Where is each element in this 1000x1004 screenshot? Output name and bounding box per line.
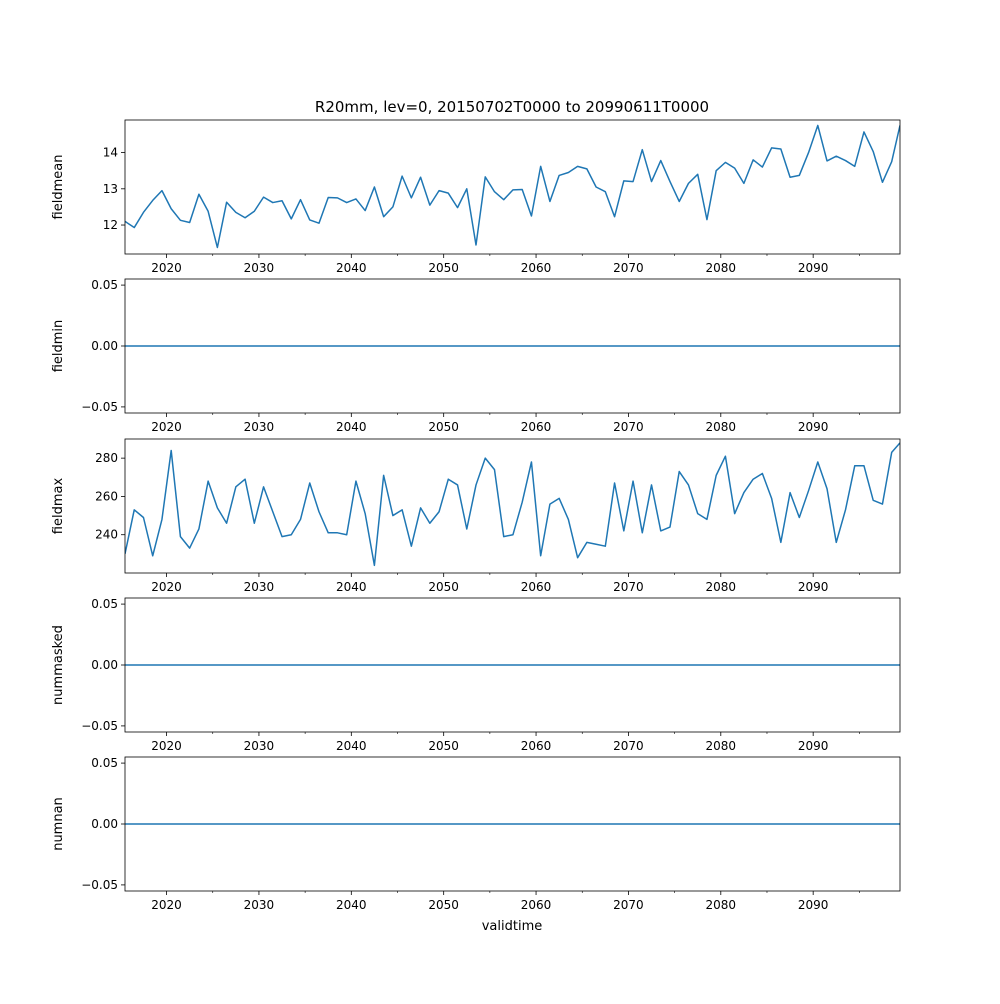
x-tick-label: 2030 [244, 580, 275, 594]
y-tick-label: 14 [103, 146, 118, 160]
x-tick-label: 2060 [521, 739, 552, 753]
x-tick-label: 2040 [336, 580, 367, 594]
x-tick-label: 2070 [613, 580, 644, 594]
x-tick-label: 2050 [428, 420, 459, 434]
x-tick-label: 2090 [798, 739, 829, 753]
series-line-fieldmax [125, 442, 900, 567]
x-tick-label: 2040 [336, 739, 367, 753]
x-tick-label: 2090 [798, 420, 829, 434]
axes-frame [124, 438, 901, 574]
subplot-fieldmean: 2020 2030 2040 2050 2060 2070 2080 2090 12 13 14 fi… [51, 119, 901, 275]
x-tick-label: 2070 [613, 898, 644, 912]
x-tick-label: 2090 [798, 898, 829, 912]
x-tick-label: 2020 [151, 580, 182, 594]
y-tick-label: 0.05 [91, 278, 118, 292]
y-tick-label: −0.05 [81, 878, 118, 892]
x-tick-label: 2050 [428, 580, 459, 594]
y-tick-label: 260 [95, 489, 118, 503]
x-tick-label: 2030 [244, 739, 275, 753]
y-tick-label: 0.00 [91, 339, 118, 353]
x-tick-label: 2060 [521, 261, 552, 275]
x-tick-label: 2060 [521, 898, 552, 912]
x-tick-label: 2080 [706, 261, 737, 275]
x-tick-label: 2030 [244, 261, 275, 275]
y-tick-label: 12 [103, 218, 118, 232]
x-tick-label: 2040 [336, 420, 367, 434]
subplot-numnan: 2020 2030 2040 2050 2060 2070 2080 2090 −0.05 0.0… [51, 756, 901, 912]
x-tick-label: 2070 [613, 420, 644, 434]
x-tick-label: 2040 [336, 898, 367, 912]
x-tick-label: 2020 [151, 898, 182, 912]
y-tick-label: 0.05 [91, 597, 118, 611]
y-tick-label: 240 [95, 528, 118, 542]
y-tick-label: 280 [95, 451, 118, 465]
subplot-nummasked: 2020 2030 2040 2050 2060 2070 2080 2090 −0.05 0.0… [51, 597, 901, 753]
y-tick-label: 0.05 [91, 756, 118, 770]
x-tick-label: 2070 [613, 739, 644, 753]
y-tick-label: −0.05 [81, 400, 118, 414]
y-axis-label-fieldmean: fieldmean [51, 155, 66, 220]
y-axis-label-fieldmax: fieldmax [51, 478, 66, 535]
y-axis-label-fieldmin: fieldmin [51, 320, 66, 373]
subplot-fieldmax: 2020 2030 2040 2050 2060 2070 2080 2090 240 260 28… [51, 438, 901, 594]
x-tick-label: 2050 [428, 898, 459, 912]
x-tick-label: 2060 [521, 580, 552, 594]
x-tick-label: 2090 [798, 261, 829, 275]
x-tick-label: 2080 [706, 898, 737, 912]
subplots: 2020 2030 2040 2050 2060 2070 2080 2090 12 13 14 fi… [51, 119, 901, 912]
x-tick-label: 2080 [706, 420, 737, 434]
x-tick-label: 2020 [151, 261, 182, 275]
y-axis-label-nummasked: nummasked [51, 625, 66, 705]
y-tick-label: −0.05 [81, 719, 118, 733]
x-tick-label: 2030 [244, 420, 275, 434]
y-tick-label: 13 [103, 182, 118, 196]
chart-title: R20mm, lev=0, 20150702T0000 to 20990611T… [315, 98, 709, 116]
x-tick-label: 2020 [151, 739, 182, 753]
y-tick-label: 0.00 [91, 817, 118, 831]
x-tick-label: 2080 [706, 580, 737, 594]
x-tick-label: 2090 [798, 580, 829, 594]
x-tick-label: 2020 [151, 420, 182, 434]
x-tick-label: 2050 [428, 739, 459, 753]
subplot-fieldmin: 2020 2030 2040 2050 2060 2070 2080 2090 −0.05 0.0… [51, 278, 901, 434]
x-tick-label: 2080 [706, 739, 737, 753]
x-tick-label: 2040 [336, 261, 367, 275]
axes-frame [124, 119, 901, 255]
x-axis-label: validtime [482, 919, 543, 934]
y-axis-label-numnan: numnan [51, 797, 66, 851]
y-tick-label: 0.00 [91, 658, 118, 672]
x-tick-label: 2070 [613, 261, 644, 275]
x-tick-label: 2060 [521, 420, 552, 434]
series-line-fieldmean [125, 124, 900, 249]
x-tick-label: 2030 [244, 898, 275, 912]
x-tick-label: 2050 [428, 261, 459, 275]
